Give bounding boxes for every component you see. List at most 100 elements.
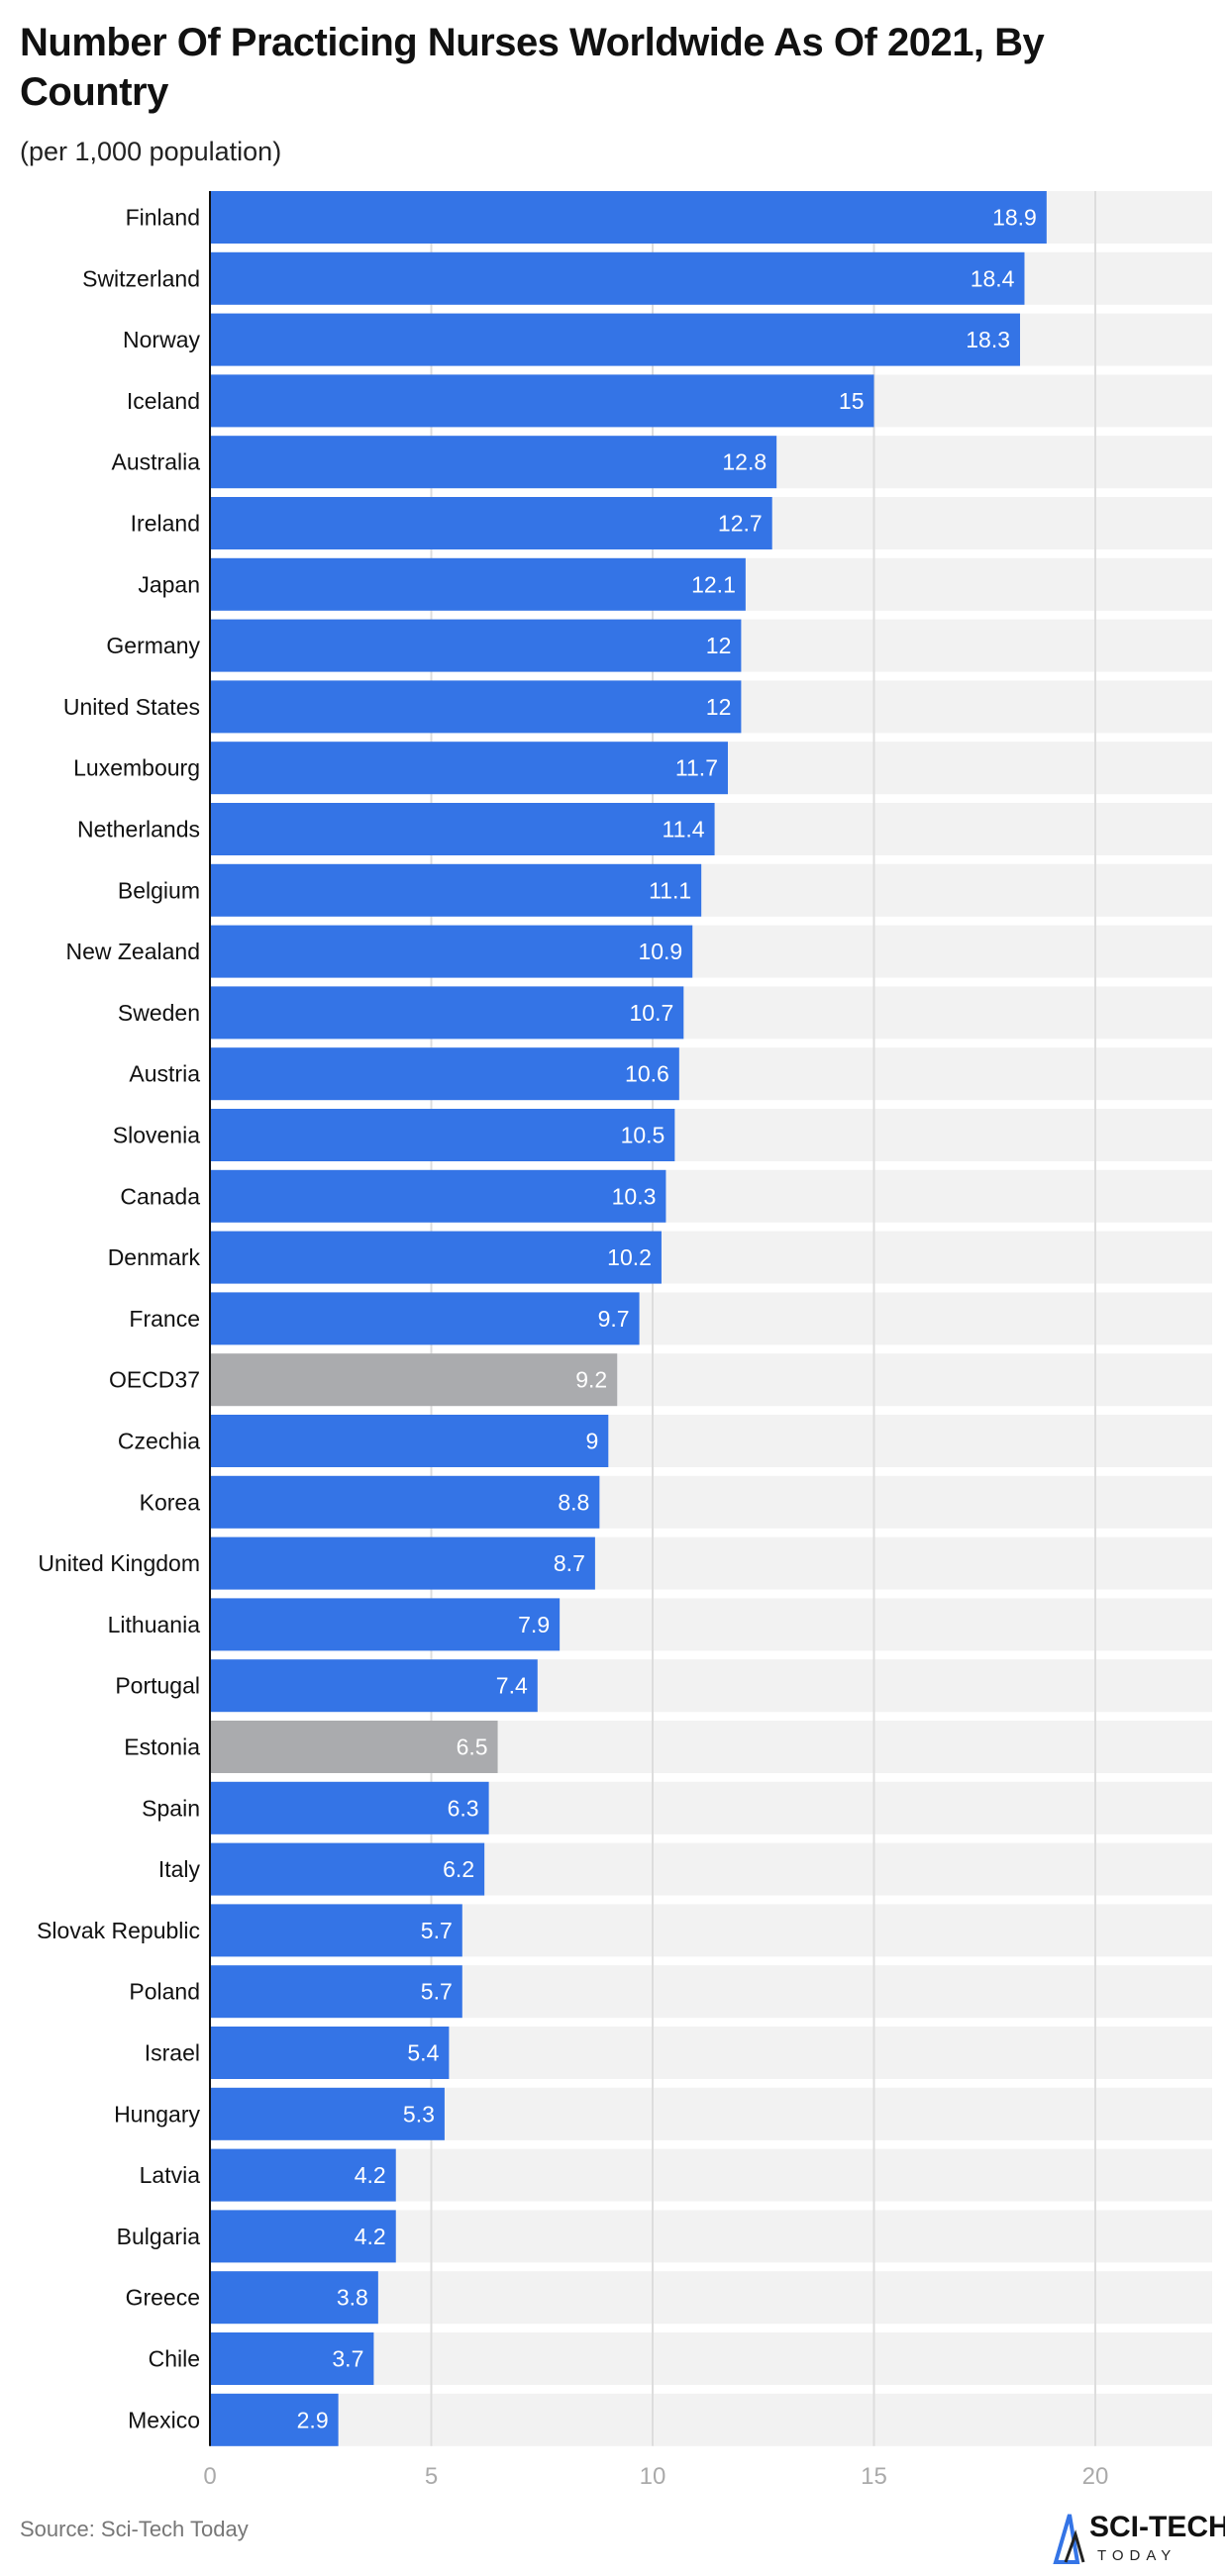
- category-label: OECD37: [109, 1367, 200, 1393]
- chart-subtitle: (per 1,000 population): [20, 137, 282, 166]
- category-label: New Zealand: [65, 939, 200, 964]
- category-label: Czechia: [118, 1429, 200, 1454]
- category-label: Slovenia: [113, 1123, 200, 1148]
- data-label: 7.4: [496, 1673, 528, 1699]
- bar-denmark: [210, 1231, 662, 1284]
- bar-united-kingdom: [210, 1536, 595, 1590]
- data-label: 12.1: [691, 571, 736, 597]
- category-label: Poland: [129, 1979, 200, 2005]
- category-label: Canada: [120, 1183, 200, 1209]
- data-label: 10.6: [625, 1061, 669, 1087]
- bar-oecd37: [210, 1353, 618, 1407]
- x-tick-label: 0: [203, 2463, 216, 2490]
- category-label: Norway: [123, 327, 200, 352]
- bar-canada: [210, 1169, 666, 1223]
- data-label: 15: [839, 388, 865, 414]
- bar-belgium: [210, 863, 702, 917]
- bar-italy: [210, 1842, 485, 1896]
- x-tick-label: 15: [861, 2463, 887, 2490]
- bar-korea: [210, 1475, 600, 1529]
- data-label: 12: [706, 694, 732, 720]
- data-label: 5.7: [421, 1979, 453, 2005]
- bar-netherlands: [210, 803, 715, 855]
- bar-japan: [210, 557, 746, 611]
- category-label: Sweden: [118, 1000, 200, 1026]
- category-label: Italy: [158, 1856, 201, 1882]
- data-label: 10.9: [638, 939, 682, 964]
- bar-new-zealand: [210, 925, 693, 978]
- data-label: 9.2: [575, 1367, 607, 1393]
- category-label: Austria: [129, 1061, 200, 1087]
- bar-australia: [210, 436, 777, 489]
- data-label: 6.5: [457, 1734, 488, 1760]
- category-label: Germany: [106, 633, 200, 658]
- bar-luxembourg: [210, 742, 728, 795]
- category-label: France: [129, 1306, 200, 1332]
- bar-hungary: [210, 2087, 445, 2140]
- bar-spain: [210, 1781, 489, 1834]
- category-label: Netherlands: [77, 817, 200, 842]
- bar-switzerland: [210, 251, 1025, 305]
- category-label: Portugal: [115, 1673, 200, 1699]
- bar-chart: 0 5 10 15 20 Finland 18.9 Switzerland 18.4 Norway…: [37, 191, 1212, 2490]
- source-note: Source: Sci-Tech Today: [20, 2517, 249, 2541]
- category-label: Switzerland: [82, 265, 200, 291]
- category-label: Chile: [149, 2346, 200, 2372]
- data-label: 3.8: [337, 2285, 368, 2311]
- data-label: 2.9: [297, 2407, 329, 2432]
- data-label: 4.2: [355, 2224, 386, 2249]
- data-label: 10.2: [607, 1244, 652, 1270]
- category-label: Finland: [126, 205, 200, 231]
- data-label: 18.3: [966, 327, 1010, 352]
- x-tick-label: 20: [1082, 2463, 1109, 2490]
- data-label: 11.4: [663, 817, 705, 842]
- data-label: 3.7: [332, 2346, 363, 2372]
- bar-united-states: [210, 680, 742, 734]
- bar-mexico: [210, 2393, 339, 2446]
- category-label: Slovak Republic: [37, 1918, 200, 1943]
- bar-lithuania: [210, 1598, 561, 1651]
- bar-track: [210, 2332, 1212, 2385]
- bar-iceland: [210, 374, 874, 428]
- data-label: 4.2: [355, 2162, 386, 2188]
- svg-text:SCI-TECH: SCI-TECH: [1089, 2511, 1225, 2543]
- bar-france: [210, 1292, 640, 1345]
- data-label: 6.3: [448, 1795, 479, 1821]
- data-label: 10.5: [621, 1123, 665, 1148]
- bar-austria: [210, 1047, 679, 1101]
- bar-bulgaria: [210, 2210, 396, 2263]
- data-label: 5.7: [421, 1918, 453, 1943]
- data-label: 12: [706, 633, 732, 658]
- data-label: 9: [586, 1429, 599, 1454]
- bar-track: [210, 2393, 1212, 2446]
- data-label: 11.7: [675, 755, 718, 781]
- data-label: 5.3: [403, 2101, 435, 2127]
- data-label: 12.7: [718, 511, 763, 537]
- bar-greece: [210, 2271, 378, 2325]
- category-label: Iceland: [127, 388, 200, 414]
- category-label: Spain: [142, 1795, 200, 1821]
- bar-estonia: [210, 1721, 498, 1773]
- category-label: Estonia: [124, 1734, 200, 1760]
- data-label: 10.7: [630, 1000, 674, 1026]
- data-label: 12.8: [722, 449, 767, 475]
- bar-germany: [210, 619, 742, 672]
- category-label: Hungary: [114, 2101, 200, 2127]
- svg-text:TODAY: TODAY: [1097, 2547, 1177, 2564]
- category-label: Japan: [138, 571, 200, 597]
- category-label: Denmark: [108, 1244, 201, 1270]
- bar-finland: [210, 191, 1047, 244]
- category-label: Korea: [140, 1489, 201, 1515]
- category-label: Bulgaria: [117, 2224, 201, 2249]
- bar-czechia: [210, 1415, 609, 1467]
- x-tick-label: 5: [425, 2463, 438, 2490]
- category-label: United States: [63, 694, 200, 720]
- chart-title: Number Of Practicing Nurses Worldwide As…: [20, 21, 1045, 114]
- bar-slovenia: [210, 1109, 675, 1161]
- bar-norway: [210, 313, 1021, 366]
- x-tick-label: 10: [640, 2463, 666, 2490]
- category-label: Lithuania: [108, 1612, 201, 1637]
- category-label: United Kingdom: [38, 1550, 200, 1576]
- category-label: Belgium: [118, 877, 200, 903]
- bar-portugal: [210, 1659, 538, 1713]
